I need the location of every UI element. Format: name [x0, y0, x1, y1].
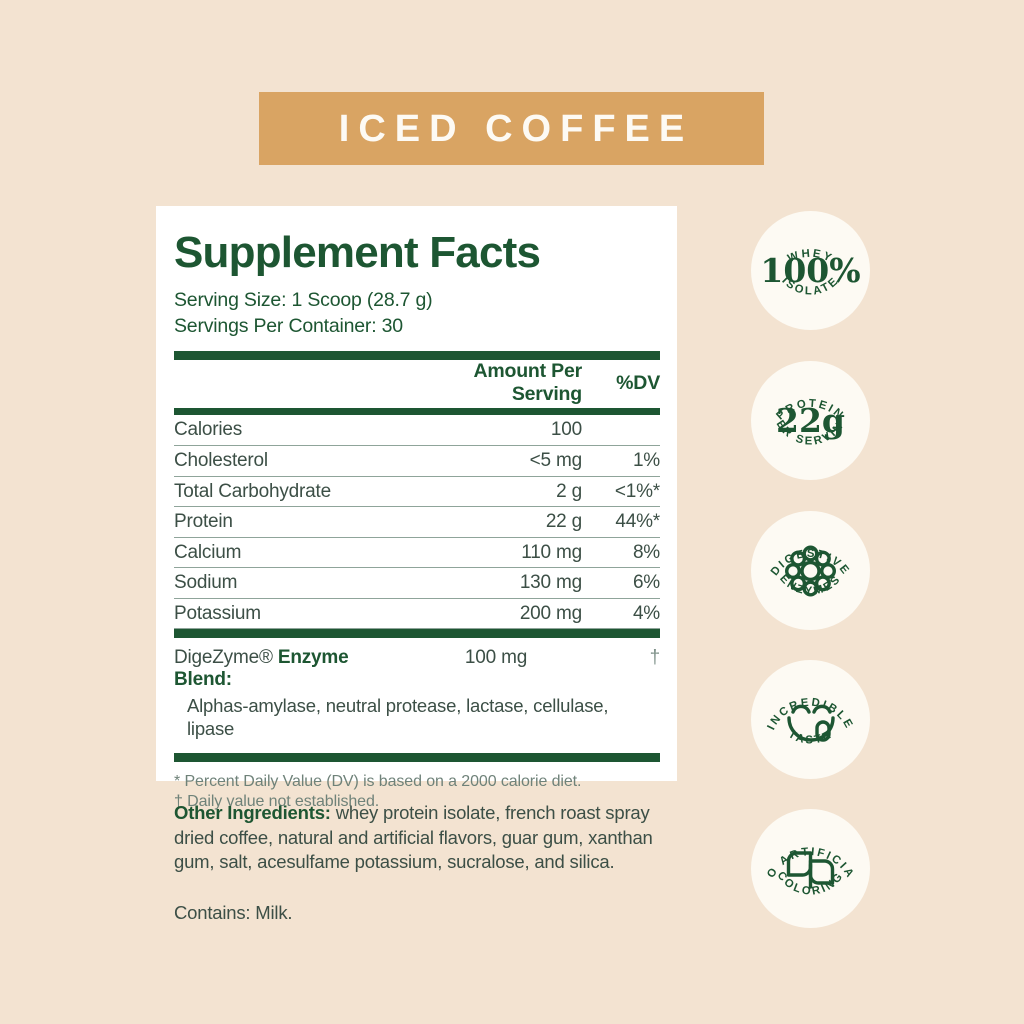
footnote-dagger: † Daily value not established.: [174, 793, 380, 811]
other-ingredients-block: Other Ingredients: whey protein isolate,…: [174, 801, 674, 925]
row-dv: [582, 415, 660, 447]
badge-top-label: NO ARTIFICIAL: [751, 809, 857, 881]
enzyme-blend-name-prefix: DigeZyme®: [174, 646, 278, 668]
row-amount: 22 g: [410, 506, 582, 538]
row-amount: 110 mg: [410, 537, 582, 569]
badge-bottom-label: TASTE: [786, 728, 835, 746]
column-header-amount: Amount Per Serving: [473, 360, 582, 406]
row-amount: 2 g: [410, 476, 582, 508]
row-dv: 8%: [582, 537, 660, 569]
enzyme-flower-icon: [785, 545, 836, 597]
column-header-dv: %DV: [616, 371, 660, 394]
other-ingredients-heading: Other Ingredients:: [174, 802, 331, 823]
smiley-tongue-icon: [787, 704, 835, 742]
enzyme-blend-amount: 100 mg: [464, 646, 528, 668]
badge-incredible-taste: INCREDIBLE TASTE: [751, 660, 870, 779]
footnote-asterisk: * Percent Daily Value (DV) is based on a…: [174, 772, 582, 790]
table-top-bar: [174, 351, 660, 361]
row-dv: 1%: [582, 445, 660, 477]
row-dv: 6%: [582, 567, 660, 599]
badge-top-label: WHEY: [786, 248, 835, 266]
servings-per-container-line: Servings Per Container: 30: [174, 315, 403, 338]
badge-digestive-enzymes: DIGESTIVE ENZYMES: [751, 511, 870, 630]
row-label: Calcium: [174, 537, 410, 569]
badge-center-value: 22g: [776, 401, 845, 440]
table-blend-bar: [174, 628, 660, 638]
row-amount: 200 mg: [410, 598, 582, 630]
flavor-banner-label: ICED COFFEE: [338, 107, 694, 150]
row-dv: <1%*: [582, 476, 660, 508]
serving-size-line: Serving Size: 1 Scoop (28.7 g): [174, 289, 433, 312]
enzyme-blend-name: DigeZyme® Enzyme Blend:: [174, 647, 410, 691]
enzyme-blend-dagger: †: [649, 646, 661, 668]
table-row: Calories 100: [174, 415, 660, 447]
table-row: Calcium 110 mg 8%: [174, 537, 660, 569]
header-spacer: [174, 360, 410, 408]
table-row: Cholesterol <5 mg 1%: [174, 445, 660, 477]
blend-bottom-bar-table: [174, 752, 660, 762]
table-header-row: Amount Per Serving %DV: [174, 360, 660, 408]
badge-protein-per-serving: PROTEIN 22g PER SERVING: [751, 361, 870, 480]
footnotes: * Percent Daily Value (DV) is based on a…: [174, 762, 660, 814]
row-amount: 130 mg: [410, 567, 582, 599]
table-row: Protein 22 g 44%*: [174, 506, 660, 538]
row-label: Total Carbohydrate: [174, 476, 410, 508]
table-row: Total Carbohydrate 2 g <1%*: [174, 476, 660, 508]
nutrition-table: Amount Per Serving %DV Calories 100 Chol…: [174, 351, 660, 638]
contains-allergen-line: Contains: Milk.: [174, 901, 293, 923]
row-amount: <5 mg: [410, 445, 582, 477]
badge-top-label: INCREDIBLE: [765, 697, 855, 732]
leaf-plant-icon: [786, 851, 835, 889]
row-amount: 100: [410, 415, 582, 447]
flavor-banner: ICED COFFEE: [259, 92, 764, 165]
row-label: Potassium: [174, 598, 410, 630]
row-dv: 44%*: [582, 506, 660, 538]
table-row: Potassium 200 mg 4%: [174, 598, 660, 630]
badge-whey-isolate: WHEY 100% ISOLATE: [751, 211, 870, 330]
nutrition-table-body: Amount Per Serving %DV Calories 100 Chol…: [174, 351, 660, 638]
row-label: Sodium: [174, 567, 410, 599]
supplement-facts-card: Supplement Facts Serving Size: 1 Scoop (…: [156, 206, 677, 810]
enzyme-blend-name-bold: Enzyme Blend:: [174, 646, 349, 690]
table-bottom-bar: [174, 752, 660, 762]
badge-center-value: 100%: [760, 251, 860, 290]
other-ingredients-text: whey protein isolate, french roast spray…: [174, 802, 653, 873]
other-ingredients-paragraph: Other Ingredients: whey protein isolate,…: [174, 801, 674, 875]
row-dv: 4%: [582, 598, 660, 630]
row-label: Calories: [174, 415, 410, 447]
page-title: Supplement Facts: [174, 228, 541, 277]
badge-no-artificial-coloring: NO ARTIFICIAL COLORING: [751, 809, 870, 928]
row-label: Protein: [174, 506, 410, 538]
table-header-bar: [174, 408, 660, 416]
enzyme-blend-ingredients: Alphas-amylase, neutral protease, lactas…: [187, 694, 609, 740]
enzyme-blend-block: DigeZyme® Enzyme Blend: 100 mg † Alphas-…: [174, 638, 660, 741]
enzyme-blend-row: DigeZyme® Enzyme Blend: 100 mg †: [174, 647, 660, 691]
table-row: Sodium 130 mg 6%: [174, 567, 660, 599]
row-label: Cholesterol: [174, 445, 410, 477]
